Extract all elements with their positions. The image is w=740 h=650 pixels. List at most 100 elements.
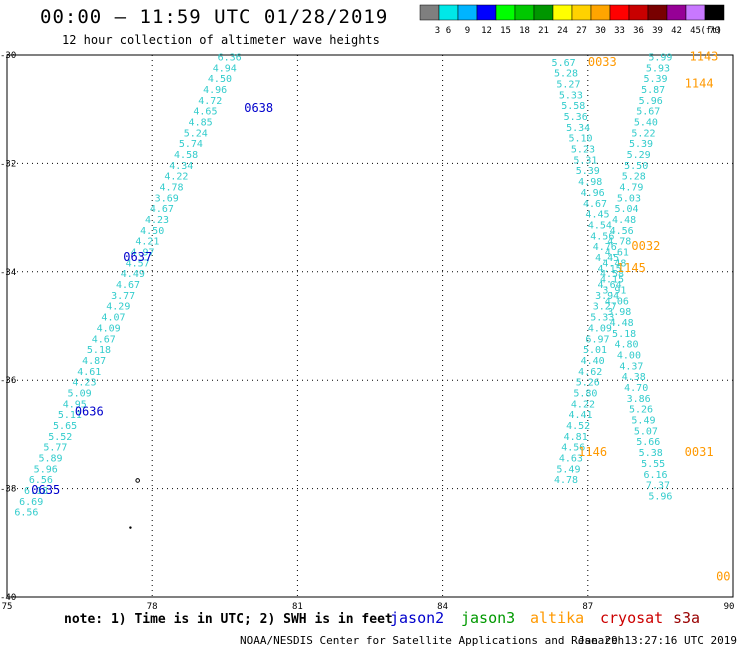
wave-height-value: 4.61 (605, 248, 629, 259)
color-tick-label: 30 (595, 26, 606, 36)
wave-height-value: 3.69 (155, 193, 179, 204)
lon-tick-label: 75 (2, 602, 13, 612)
pass-time-label: 0636 (75, 404, 104, 418)
lon-tick-label: 81 (292, 602, 303, 612)
pass-time-label: 0638 (244, 101, 273, 115)
wave-height-value: 6.36 (218, 52, 242, 63)
page-title: 00:00 — 11:59 UTC 01/28/2019 (40, 6, 389, 28)
lon-tick-label: 78 (147, 602, 158, 612)
wave-height-value: 4.94 (213, 63, 237, 74)
wave-height-value: 5.99 (648, 52, 672, 63)
island-marker (129, 526, 132, 529)
wave-height-value: 4.06 (605, 296, 629, 307)
pass-time-label: 0635 (31, 483, 60, 497)
wave-height-value: 5.33 (590, 313, 614, 324)
satellite-legend-altika: altika (530, 609, 585, 627)
wave-height-value: 5.40 (634, 117, 658, 128)
wave-height-value: 3.27 (593, 302, 617, 313)
page-subtitle: 12 hour collection of altimeter wave hei… (62, 33, 380, 47)
wave-height-value: 6.18 (24, 486, 48, 497)
pass-time-label: 0637 (123, 250, 152, 264)
satellite-legend-s3a: s3a (673, 609, 701, 627)
wave-height-value: 4.65 (193, 107, 217, 118)
wave-height-value: 5.07 (634, 426, 658, 437)
wave-height-value: 4.67 (92, 334, 116, 345)
footer-credit: NOAA/NESDIS Center for Satellite Applica… (240, 634, 625, 647)
wave-height-value: 4.79 (619, 183, 643, 194)
color-tick-label: 39 (652, 26, 663, 36)
wave-height-value: 5.49 (631, 416, 655, 427)
wave-height-value: 4.29 (106, 302, 130, 313)
wave-height-value: 4.23 (72, 378, 96, 389)
wave-height-value: 4.48 (612, 215, 636, 226)
pass-time-label: 1144 (685, 77, 714, 91)
wave-height-value: 4.45 (595, 253, 619, 264)
wave-height-value: 5.58 (561, 101, 585, 112)
lat-tick-label: -34 (0, 268, 16, 278)
wave-height-value: 5.96 (34, 464, 58, 475)
wave-height-value: 6.56 (29, 475, 53, 486)
wave-height-value: 5.03 (617, 193, 641, 204)
wave-height-value: 4.67 (150, 204, 174, 215)
wave-height-value: 4.57 (126, 258, 150, 269)
wave-height-value: 5.34 (566, 123, 590, 134)
wave-height-value: 5.04 (614, 204, 638, 215)
wave-height-value: 5.80 (573, 388, 597, 399)
wave-height-value: 4.63 (559, 454, 583, 465)
footer-timestamp: Jan 29 13:27:16 UTC 2019 (578, 634, 737, 647)
wave-height-value: 5.39 (644, 74, 668, 85)
lat-tick-label: -32 (0, 159, 16, 169)
wave-height-value: 5.10 (568, 134, 592, 145)
map-frame (6, 54, 734, 598)
footer-note: note: 1) Time is in UTC; 2) SWH is in fe… (64, 612, 393, 627)
wave-height-value: 5.27 (556, 80, 580, 91)
wave-height-value: 4.48 (610, 318, 634, 329)
wave-height-value: 4.62 (578, 367, 602, 378)
wave-height-value: 4.81 (564, 432, 588, 443)
wave-height-value: 4.56 (561, 443, 585, 454)
wave-height-value: 5.36 (564, 112, 588, 123)
wave-height-value: 5.74 (179, 139, 203, 150)
color-tick-label: 3 (435, 26, 440, 36)
wave-height-value: 4.95 (63, 399, 87, 410)
wave-height-value: 5.29 (627, 150, 651, 161)
color-tick-label: 12 (481, 26, 492, 36)
color-tick-label: 21 (538, 26, 549, 36)
wave-height-value: 3.91 (602, 285, 626, 296)
wave-height-value: 5.52 (48, 432, 72, 443)
wave-height-value: 5.89 (39, 454, 63, 465)
island-marker (135, 478, 140, 483)
pass-time-label: 0033 (588, 55, 617, 69)
wave-height-value: 5.09 (68, 388, 92, 399)
wave-height-value: 4.61 (77, 367, 101, 378)
wave-height-value: 4.56 (610, 226, 634, 237)
pass-time-label: 1145 (617, 261, 646, 275)
wave-height-value: 5.65 (53, 421, 77, 432)
wave-height-value: 6.69 (19, 497, 43, 508)
wave-height-value: 5.26 (576, 378, 600, 389)
wave-height-value: 5.23 (571, 145, 595, 156)
wave-height-value: 4.34 (169, 161, 193, 172)
wave-height-value: 4.56 (590, 231, 614, 242)
color-tick-label: 24 (557, 26, 568, 36)
satellite-legend-cryosat: cryosat (600, 609, 664, 627)
wave-height-value: 4.40 (581, 356, 605, 367)
wave-height-value: 5.55 (641, 459, 665, 470)
wave-height-value: 6.97 (585, 334, 609, 345)
wave-height-value: 5.67 (552, 58, 576, 69)
lat-tick-label: -38 (0, 485, 16, 495)
lat-tick-label: -40 (0, 593, 16, 603)
satellite-legend-jason3: jason3 (461, 609, 516, 627)
wave-height-value: 5.11 (58, 410, 82, 421)
satellite-legend-jason2: jason2 (390, 609, 445, 627)
wave-height-value: 4.78 (160, 183, 184, 194)
wave-height-value: 4.80 (614, 340, 638, 351)
wave-height-value: 5.28 (554, 69, 578, 80)
lon-tick-label: 87 (582, 602, 593, 612)
color-tick-label: 27 (576, 26, 587, 36)
wave-height-value: 4.15 (600, 275, 624, 286)
wave-height-value: 4.09 (97, 323, 121, 334)
color-tick-label: 18 (519, 26, 530, 36)
pass-time-label: 0031 (685, 445, 714, 459)
